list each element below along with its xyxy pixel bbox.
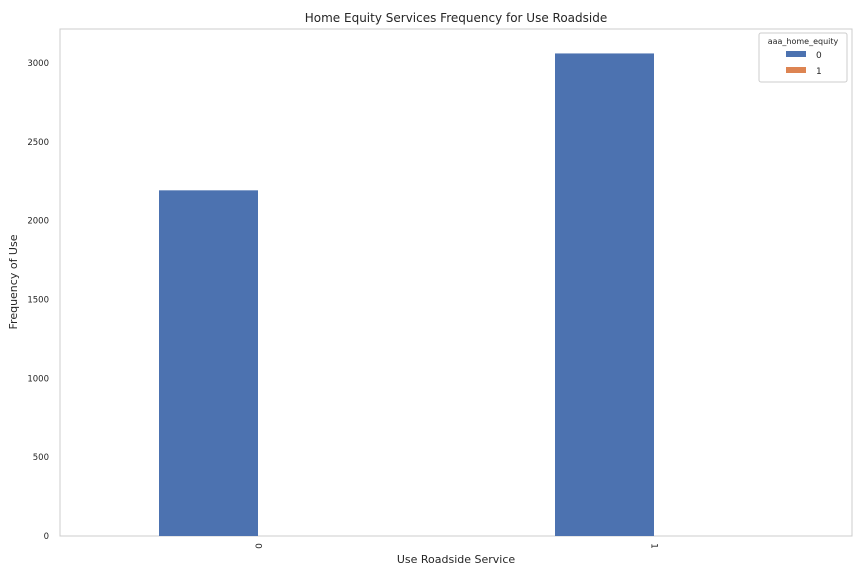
y-tick-label: 0 <box>44 532 49 542</box>
legend: aaa_home_equity 01 <box>758 32 848 83</box>
legend-label-1: 1 <box>816 67 822 77</box>
legend-items: 01 <box>786 51 822 77</box>
legend-swatch-0 <box>786 51 806 57</box>
y-tick-label: 1500 <box>27 295 49 305</box>
y-tick-label: 2000 <box>27 217 49 227</box>
y-tick-label: 500 <box>33 453 49 463</box>
y-tick-label: 1000 <box>27 374 49 384</box>
x-tick-label: 1 <box>649 543 659 549</box>
legend-frame <box>758 32 848 83</box>
x-axis-label: Use Roadside Service <box>397 553 516 566</box>
bars-group <box>159 53 654 536</box>
bar-series-0-1 <box>555 53 654 536</box>
y-tick-label: 2500 <box>27 138 49 148</box>
y-axis-ticks: 0 500 1000 1500 2000 2500 3000 <box>27 59 49 542</box>
y-tick-label: 3000 <box>27 59 49 69</box>
legend-title: aaa_home_equity <box>768 37 839 46</box>
x-tick-label: 0 <box>253 543 263 549</box>
chart-title: Home Equity Services Frequency for Use R… <box>305 11 607 25</box>
bar-series-0-0 <box>159 190 258 536</box>
legend-swatch-1 <box>786 67 806 73</box>
legend-label-0: 0 <box>816 51 822 61</box>
y-axis-label: Frequency of Use <box>7 234 20 329</box>
